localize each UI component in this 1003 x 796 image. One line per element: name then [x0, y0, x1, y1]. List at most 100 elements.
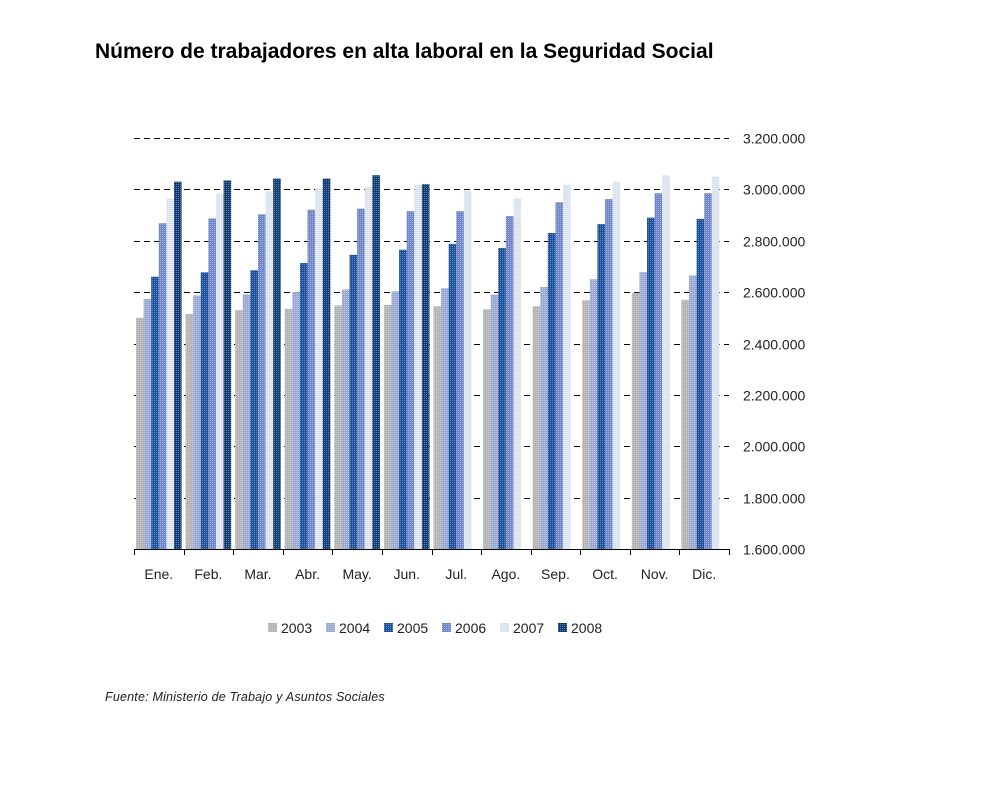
axes: 1.600.000 1.800.000 2.000.000 2.200.000 2.40… [134, 131, 805, 582]
bar-texture [689, 275, 697, 549]
bar-texture [158, 223, 167, 549]
y-tick-label: 3.000.000 [743, 182, 805, 198]
legend-label-2004: 2004 [339, 620, 370, 636]
bar-texture [631, 292, 640, 549]
bar-texture [341, 289, 350, 549]
bar-texture [136, 317, 144, 549]
bar-texture [322, 178, 331, 549]
chart-title: Número de trabajadores en alta laboral e… [95, 40, 714, 63]
x-tick-label: Nov. [641, 566, 669, 582]
bar-texture [711, 176, 720, 549]
source-note: Fuente: Ministerio de Trabajo y Asuntos … [105, 690, 385, 704]
bar-texture [532, 306, 541, 549]
x-tick-label: Sep. [541, 566, 570, 582]
bar-texture [223, 180, 232, 549]
bar-texture [513, 198, 522, 549]
x-tick-label: Mar. [244, 566, 271, 582]
bar-texture [273, 178, 281, 549]
bar-texture [406, 211, 415, 549]
legend-label-2008: 2008 [571, 620, 602, 636]
bar-texture [441, 288, 449, 549]
bar-texture [505, 216, 514, 549]
bar-texture [456, 211, 464, 549]
gridlines [134, 138, 729, 499]
bar-texture [448, 243, 457, 549]
x-tick-label: Oct. [592, 566, 618, 582]
y-tick-label: 2.400.000 [743, 337, 805, 353]
bar-texture [193, 295, 201, 549]
bar-texture [307, 209, 316, 549]
bar-texture [265, 191, 274, 549]
x-tick-label: Jul. [445, 566, 467, 582]
bar-texture [555, 202, 564, 549]
bar-texture [498, 247, 506, 549]
bar-texture [414, 184, 422, 549]
bar-texture [582, 300, 590, 549]
bar-texture [704, 193, 712, 549]
bar-texture [334, 305, 342, 549]
bar-texture [257, 214, 266, 549]
bar-texture [357, 208, 365, 549]
x-tick-label: Feb. [194, 566, 222, 582]
bar-texture [597, 224, 606, 549]
bar-texture [215, 193, 224, 550]
bar-texture [284, 308, 293, 549]
legend-swatch-texture [326, 623, 335, 632]
bar-texture [483, 309, 491, 549]
bar-texture [151, 276, 159, 549]
legend-label-2005: 2005 [397, 620, 428, 636]
bar-texture [391, 291, 400, 549]
bar-texture [185, 313, 194, 549]
legend-label-2003: 2003 [281, 620, 312, 636]
legend-swatch-texture [558, 623, 567, 632]
bar-texture [383, 304, 392, 549]
bar-texture [364, 186, 373, 549]
x-tick-label: Jun. [393, 566, 419, 582]
y-tick-label: 2.800.000 [743, 234, 805, 250]
bar-texture [200, 272, 209, 549]
bar-texture [563, 184, 571, 549]
bar-texture [372, 175, 380, 549]
legend-swatch-texture [500, 623, 509, 632]
bar-texture [399, 249, 407, 549]
bars [136, 175, 720, 550]
bar-texture [696, 218, 705, 549]
bar-texture [647, 217, 655, 549]
x-tick-label: Dic. [692, 566, 716, 582]
bar-texture [315, 188, 323, 549]
legend: 2003 2004 2005 2006 2007 2008 [268, 620, 602, 636]
x-tick-label: Abr. [295, 566, 320, 582]
legend-swatch-texture [268, 623, 277, 632]
bar-texture [299, 263, 308, 549]
y-tick-label: 2.000.000 [743, 439, 805, 455]
bar-texture [235, 310, 243, 549]
x-tick-label: Ene. [144, 566, 173, 582]
bar-texture [292, 292, 300, 549]
y-tick-label: 3.200.000 [743, 131, 805, 147]
bar-texture [547, 233, 556, 549]
bar-texture [612, 181, 621, 549]
y-tick-label: 1.600.000 [743, 542, 805, 558]
bar-texture [433, 306, 442, 549]
bar-texture [605, 199, 613, 550]
bar-texture [463, 190, 472, 550]
bar-texture [349, 254, 358, 550]
bar-texture [654, 193, 663, 549]
bar-texture [540, 286, 548, 549]
bar-texture [421, 184, 430, 550]
bar-texture [208, 218, 216, 550]
legend-swatch-texture [384, 623, 393, 632]
bar-texture [639, 272, 648, 549]
bar-texture [242, 294, 251, 549]
legend-label-2006: 2006 [455, 620, 486, 636]
bar-texture [662, 175, 670, 549]
y-tick-label: 2.200.000 [743, 388, 805, 404]
x-tick-label: Ago. [491, 566, 520, 582]
bar-texture [589, 279, 598, 549]
y-tick-label: 2.600.000 [743, 285, 805, 301]
legend-swatch-texture [442, 623, 451, 632]
bar-texture [490, 294, 499, 549]
bar-texture [143, 299, 152, 549]
bar-texture [681, 299, 690, 549]
legend-label-2007: 2007 [513, 620, 544, 636]
